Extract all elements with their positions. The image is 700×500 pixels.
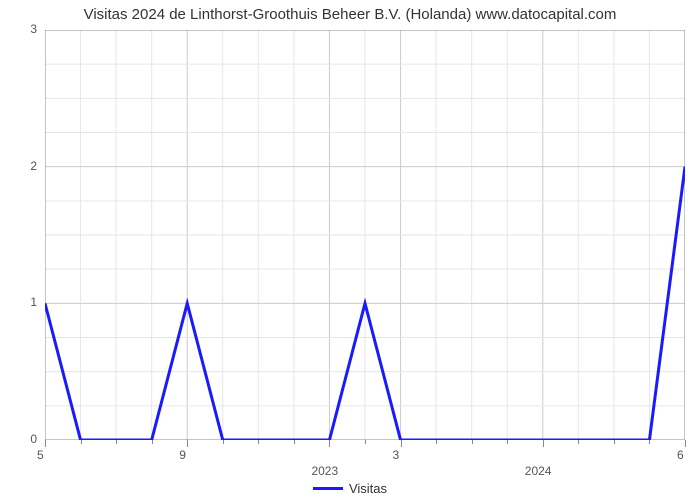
y-tick-label: 2 <box>30 159 37 173</box>
x-minor-tick <box>578 440 579 444</box>
x-tick-label: 6 <box>677 448 684 462</box>
x-major-tick <box>685 440 686 447</box>
x-minor-tick <box>152 440 153 444</box>
x-minor-tick <box>472 440 473 444</box>
x-minor-tick <box>81 440 82 444</box>
chart-title: Visitas 2024 de Linthorst-Groothuis Behe… <box>0 6 700 23</box>
x-tick-label: 9 <box>179 448 186 462</box>
plot-area <box>45 30 685 440</box>
x-minor-tick <box>258 440 259 444</box>
legend: Visitas <box>0 481 700 496</box>
x-tick-label: 3 <box>393 448 400 462</box>
x-minor-tick <box>436 440 437 444</box>
x-minor-tick <box>223 440 224 444</box>
x-major-tick <box>45 440 46 447</box>
x-major-tick <box>401 440 402 447</box>
x-major-tick <box>329 440 330 447</box>
x-minor-tick <box>294 440 295 444</box>
x-year-label: 2023 <box>311 464 338 478</box>
legend-label: Visitas <box>349 481 387 496</box>
y-tick-label: 0 <box>30 432 37 446</box>
y-tick-label: 3 <box>30 22 37 36</box>
x-tick-label: 5 <box>37 448 44 462</box>
x-year-label: 2024 <box>525 464 552 478</box>
x-minor-tick <box>365 440 366 444</box>
x-major-tick <box>187 440 188 447</box>
legend-swatch <box>313 487 343 490</box>
x-major-tick <box>543 440 544 447</box>
x-minor-tick <box>507 440 508 444</box>
x-minor-tick <box>614 440 615 444</box>
x-minor-tick <box>116 440 117 444</box>
chart-container: Visitas 2024 de Linthorst-Groothuis Behe… <box>0 0 700 500</box>
x-minor-tick <box>649 440 650 444</box>
chart-svg <box>45 30 685 440</box>
y-tick-label: 1 <box>30 295 37 309</box>
